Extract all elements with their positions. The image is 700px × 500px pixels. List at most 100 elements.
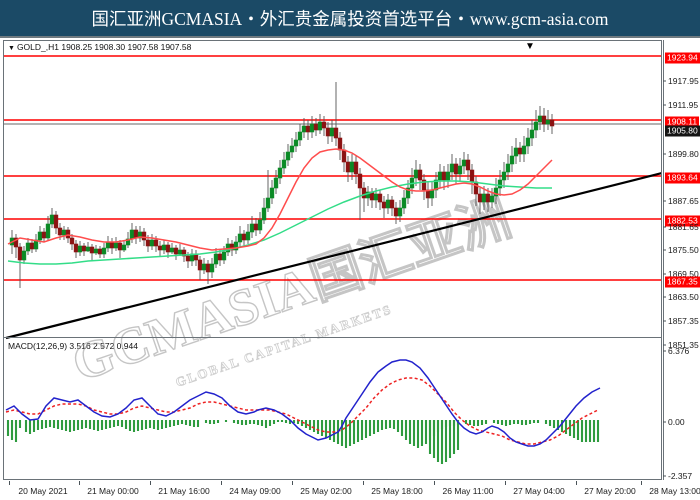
price-axis-spine [663, 40, 664, 480]
candle-body [113, 242, 119, 249]
symbol-ohlc-text: GOLD_,H1 1908.25 1908.30 1907.58 1907.58 [16, 42, 192, 52]
candle-body [517, 147, 523, 155]
candle-body [61, 229, 67, 236]
candle-body [45, 223, 51, 239]
candle-body [337, 137, 343, 151]
price-tick-label: 1857.35 [668, 316, 699, 326]
site-banner: 国汇亚洲GCMASIA・外汇贵金属投资首选平台・www.gcm-asia.com [0, 0, 700, 36]
price-tick-mark [663, 344, 666, 346]
candle-body [237, 233, 243, 243]
candle-body [285, 151, 291, 161]
candle-body [145, 239, 151, 247]
banner-title: 国汇亚洲GCMASIA・外汇贵金属投资首选平台・www.gcm-asia.com [91, 8, 609, 29]
price-level-badge: 1882.53 [665, 215, 700, 227]
candle-body [277, 167, 283, 179]
time-tick-mark [150, 481, 151, 485]
price-tick-mark [663, 80, 666, 82]
candle-body [309, 123, 315, 133]
candle-body [37, 231, 43, 241]
time-tick-label: 24 May 09:00 [229, 486, 281, 496]
time-tick-mark [641, 481, 642, 485]
candle-body [341, 149, 347, 163]
candle-body [377, 193, 383, 203]
candle-body [205, 263, 211, 273]
candle-body [149, 239, 155, 247]
time-tick-label: 21 May 00:00 [87, 486, 139, 496]
price-tick-label: 1887.65 [668, 196, 699, 206]
candle-body [533, 121, 539, 131]
time-tick-label: 27 May 20:00 [584, 486, 636, 496]
candle-body [117, 242, 123, 251]
candle-body [221, 251, 227, 261]
time-tick-mark [434, 481, 435, 485]
candle-body [269, 187, 275, 199]
candle-body [497, 179, 503, 189]
horizontal-level-lines [4, 55, 662, 281]
candle-body [393, 207, 399, 217]
candle-body [141, 231, 147, 241]
candle-body [57, 227, 63, 236]
candle-body [161, 244, 167, 251]
price-level-badge: 1923.94 [665, 52, 700, 64]
candle-body [185, 255, 191, 262]
macd-tick-label: 0.00 [668, 417, 685, 427]
candle-body [17, 246, 23, 261]
candle-body [305, 125, 311, 133]
candle-body [13, 237, 19, 248]
candle-body [505, 163, 511, 173]
candle-body [549, 119, 555, 127]
price-tick-label: 1917.95 [668, 76, 699, 86]
price-axis[interactable]: 1923.94 1917.95 1911.95 1908.11 1905.80 1899.… [663, 40, 700, 481]
candle-body [501, 171, 507, 181]
macd-tick-mark [663, 350, 666, 352]
candle-body [357, 173, 363, 189]
candle-body [289, 145, 295, 153]
chart-top-marker-icon: ▼ [525, 41, 535, 52]
time-tick-mark [292, 481, 293, 485]
chevron-down-icon[interactable]: ▼ [8, 45, 15, 52]
ma-fast-line [7, 148, 553, 251]
price-plot-svg[interactable] [0, 38, 662, 480]
trendline [5, 171, 662, 340]
candle-body [513, 147, 519, 157]
candle-body [125, 238, 131, 246]
candle-body [389, 199, 395, 209]
candle-body [489, 195, 495, 203]
candle-body [449, 163, 455, 173]
candle-body [493, 187, 499, 197]
time-tick-label: 26 May 11:00 [442, 486, 494, 496]
candle-body [121, 244, 127, 251]
candle-body [525, 137, 531, 147]
candle-body [165, 244, 171, 253]
price-tick-label: 1869.50 [668, 269, 699, 279]
candle-body [509, 155, 515, 165]
time-tick-label: 21 May 16:00 [158, 486, 210, 496]
candle-body [477, 193, 483, 203]
candle-body [333, 127, 339, 139]
time-axis[interactable]: 20 May 2021 21 May 00:00 21 May 16:00 24 Ma… [3, 481, 700, 500]
candle-body [541, 115, 547, 125]
candle-body [209, 263, 215, 273]
candle-body [105, 241, 111, 249]
macd-signal-line [5, 377, 599, 445]
candle-body [529, 129, 535, 139]
candle-body [197, 259, 203, 271]
candlestick-series [9, 82, 555, 288]
candle-body [485, 193, 491, 203]
candle-body [89, 246, 95, 254]
candle-body [353, 161, 359, 175]
candle-body [217, 253, 223, 261]
price-tick-label: 1899.80 [668, 149, 699, 159]
time-tick-mark [9, 481, 10, 485]
time-tick-label: 28 May 13:00 [649, 486, 700, 496]
candle-body [261, 207, 267, 221]
candle-body [397, 207, 403, 217]
price-tick-mark [663, 273, 666, 275]
candle-body [457, 165, 463, 175]
candle-body [317, 121, 323, 131]
candle-body [417, 169, 423, 181]
candle-body [101, 247, 107, 255]
chart-area[interactable]: ▼ GOLD_,H1 1908.25 1908.30 1907.58 1907.5… [0, 36, 700, 500]
time-tick-mark [363, 481, 364, 485]
